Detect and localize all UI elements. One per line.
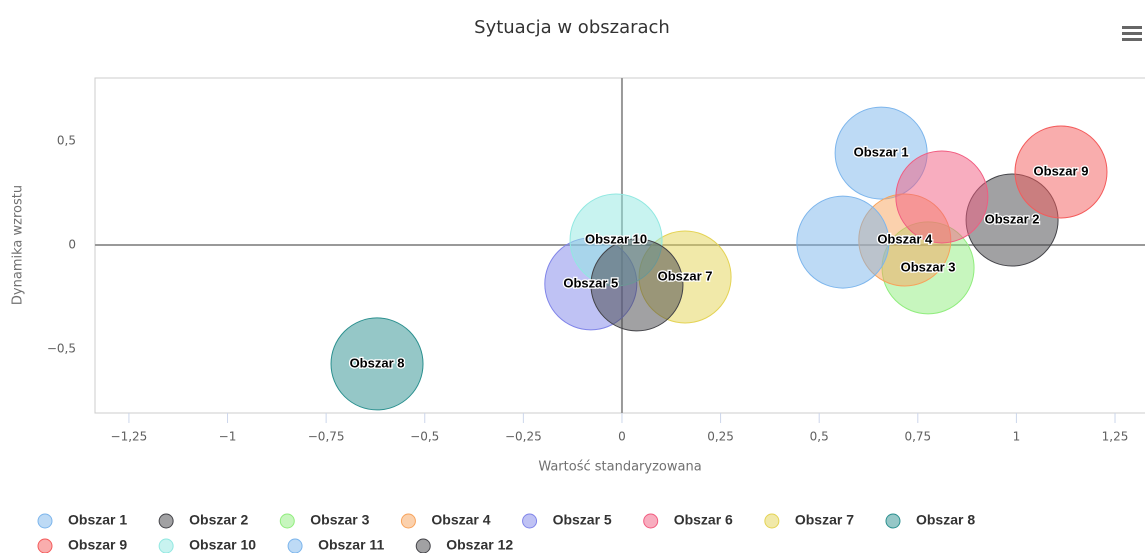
x-tick-label: −0,75: [308, 430, 345, 444]
legend-item[interactable]: Obszar 2: [158, 512, 248, 529]
legend-item[interactable]: Obszar 9: [37, 537, 127, 553]
x-tick-label: 1: [1013, 430, 1021, 444]
legend-symbol: [522, 513, 538, 529]
x-tick-label: 0,5: [810, 430, 829, 444]
x-axis-title: Wartość standaryzowana: [538, 460, 701, 475]
data-label: Obszar 8: [350, 355, 405, 370]
bubble: [796, 195, 890, 289]
legend-label: Obszar 11: [318, 537, 384, 553]
menu-line: [1122, 32, 1142, 35]
legend-label: Obszar 5: [553, 512, 612, 528]
data-label: Obszar 3: [901, 259, 956, 274]
legend-label: Obszar 7: [795, 512, 854, 528]
x-tick-label: −1,25: [111, 430, 148, 444]
legend-symbol: [37, 513, 53, 529]
legend-item[interactable]: Obszar 8: [885, 512, 975, 529]
legend-symbol: [885, 513, 901, 529]
x-tick-label: −1: [219, 430, 237, 444]
legend-label: Obszar 2: [189, 512, 248, 528]
legend-symbol: [764, 513, 780, 529]
legend-symbol: [400, 513, 416, 529]
y-tick-label: 0,5: [57, 134, 76, 148]
legend-item[interactable]: Obszar 4: [400, 512, 491, 529]
x-tick-label: 0,75: [904, 430, 931, 444]
menu-button[interactable]: [1122, 26, 1142, 41]
legend-symbol: [158, 538, 174, 553]
legend-item[interactable]: Obszar 5: [522, 512, 612, 529]
x-tick-label: −0,25: [505, 430, 542, 444]
legend-label: Obszar 6: [674, 512, 733, 528]
legend-symbol: [279, 513, 295, 529]
legend-item[interactable]: Obszar 3: [279, 512, 370, 529]
legend-item[interactable]: Obszar 1: [37, 512, 127, 529]
data-label: Obszar 1: [854, 145, 909, 160]
data-label: Obszar 2: [985, 211, 1040, 226]
legend-label: Obszar 9: [68, 537, 127, 553]
x-tick-label: −0,5: [410, 430, 439, 444]
legend-item[interactable]: Obszar 6: [643, 512, 733, 529]
data-label: Obszar 5: [563, 275, 618, 290]
data-label: Obszar 10: [585, 231, 647, 246]
legend-symbol: [158, 513, 174, 529]
bubble: [895, 150, 989, 244]
bubble: [590, 238, 684, 332]
bubble: [330, 317, 424, 411]
legend-label: Obszar 4: [431, 512, 490, 528]
bubble: [1014, 125, 1108, 219]
legend-item[interactable]: Obszar 10: [158, 537, 256, 553]
legend-label: Obszar 10: [189, 537, 256, 553]
legend-symbol: [643, 513, 659, 529]
x-tick-label: 0,25: [707, 430, 734, 444]
legend-label: Obszar 3: [310, 512, 369, 528]
x-tick-label: 0: [618, 430, 626, 444]
legend-symbol: [415, 538, 431, 553]
legend-label: Obszar 8: [916, 512, 975, 528]
legend-label: Obszar 12: [446, 537, 513, 553]
x-tick-label: 1,25: [1102, 430, 1129, 444]
legend-item[interactable]: Obszar 12: [415, 537, 513, 553]
legend-label: Obszar 1: [68, 512, 127, 528]
data-label: Obszar 4: [877, 231, 933, 246]
data-label: Obszar 9: [1034, 163, 1089, 178]
menu-line: [1122, 26, 1142, 29]
legend-symbol: [287, 538, 303, 553]
y-tick-label: −0,5: [47, 341, 76, 355]
y-tick-label: 0: [68, 237, 76, 251]
legend-symbol: [37, 538, 53, 553]
legend-item[interactable]: Obszar 7: [764, 512, 854, 529]
menu-line: [1122, 38, 1142, 41]
legend-item[interactable]: Obszar 11: [287, 537, 384, 553]
data-label: Obszar 7: [658, 268, 713, 283]
y-axis-title: Dynamika wzrostu: [11, 185, 26, 305]
chart-title: Sytuacja w obszarach: [474, 17, 670, 38]
